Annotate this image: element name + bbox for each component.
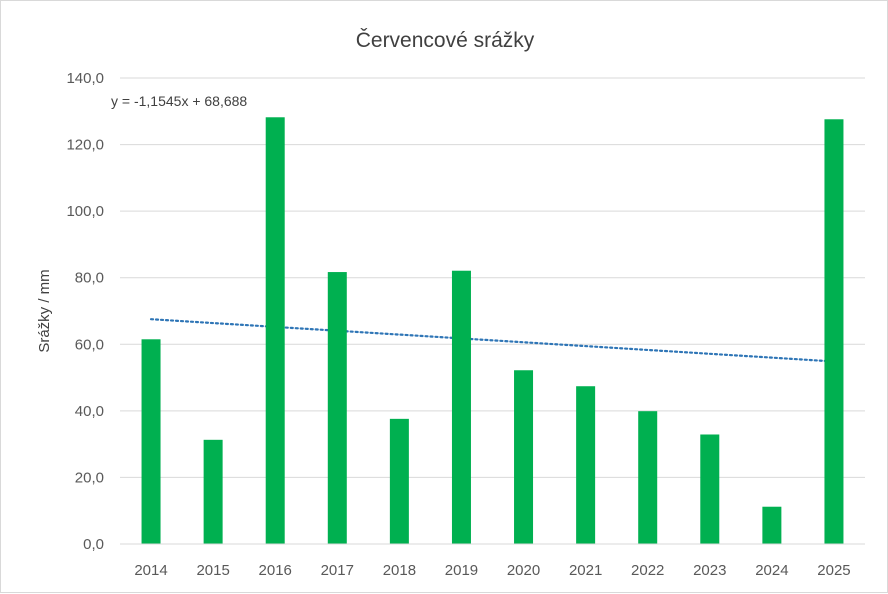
- x-tick-label: 2015: [196, 562, 229, 579]
- x-tick-label: 2024: [755, 562, 788, 579]
- y-tick-label: 80,0: [75, 270, 104, 287]
- x-tick-label: 2016: [259, 562, 292, 579]
- trendline: [149, 318, 836, 363]
- x-tick-label: 2017: [321, 562, 354, 579]
- trendline-group: [149, 318, 836, 363]
- x-tick-label: 2019: [445, 562, 478, 579]
- x-tick-label: 2021: [569, 562, 602, 579]
- y-tick-label: 140,0: [66, 70, 104, 87]
- x-tick-label: 2014: [134, 562, 167, 579]
- bar-2021: [576, 386, 596, 544]
- x-axis-ticks: 2014 2015 2016 2017 2018 2019 2020 2021 2022 2023…: [134, 562, 850, 579]
- chart-title: Červencové srážky: [356, 29, 535, 52]
- bar-2017: [327, 272, 347, 544]
- bar-2022: [638, 411, 658, 544]
- x-tick-label: 2020: [507, 562, 540, 579]
- bar-2014: [141, 339, 161, 544]
- bar-2025: [824, 119, 844, 544]
- bar-2016: [265, 117, 285, 544]
- gridlines: [120, 77, 865, 478]
- y-axis-label: Srážky / mm: [36, 269, 53, 352]
- y-axis-ticks: 0,0 20,0 40,0 60,0 80,0 100,0 120,0 140,0: [66, 70, 104, 553]
- y-tick-label: 40,0: [75, 403, 104, 420]
- bar-2015: [203, 439, 223, 544]
- y-tick-label: 60,0: [75, 336, 104, 353]
- bar-2023: [700, 434, 720, 544]
- x-tick-label: 2023: [693, 562, 726, 579]
- x-tick-label: 2025: [817, 562, 850, 579]
- x-tick-label: 2018: [383, 562, 416, 579]
- bar-2024: [762, 506, 782, 544]
- trendline-equation: y = -1,1545x + 68,688: [111, 93, 247, 109]
- bar-2019: [451, 270, 471, 544]
- y-tick-label: 0,0: [83, 536, 104, 553]
- y-tick-label: 100,0: [66, 203, 104, 220]
- bar-2020: [514, 370, 534, 544]
- bar-2018: [389, 418, 409, 544]
- y-tick-label: 20,0: [75, 469, 104, 486]
- bar-series: [141, 117, 844, 544]
- x-tick-label: 2022: [631, 562, 664, 579]
- y-tick-label: 120,0: [66, 137, 104, 154]
